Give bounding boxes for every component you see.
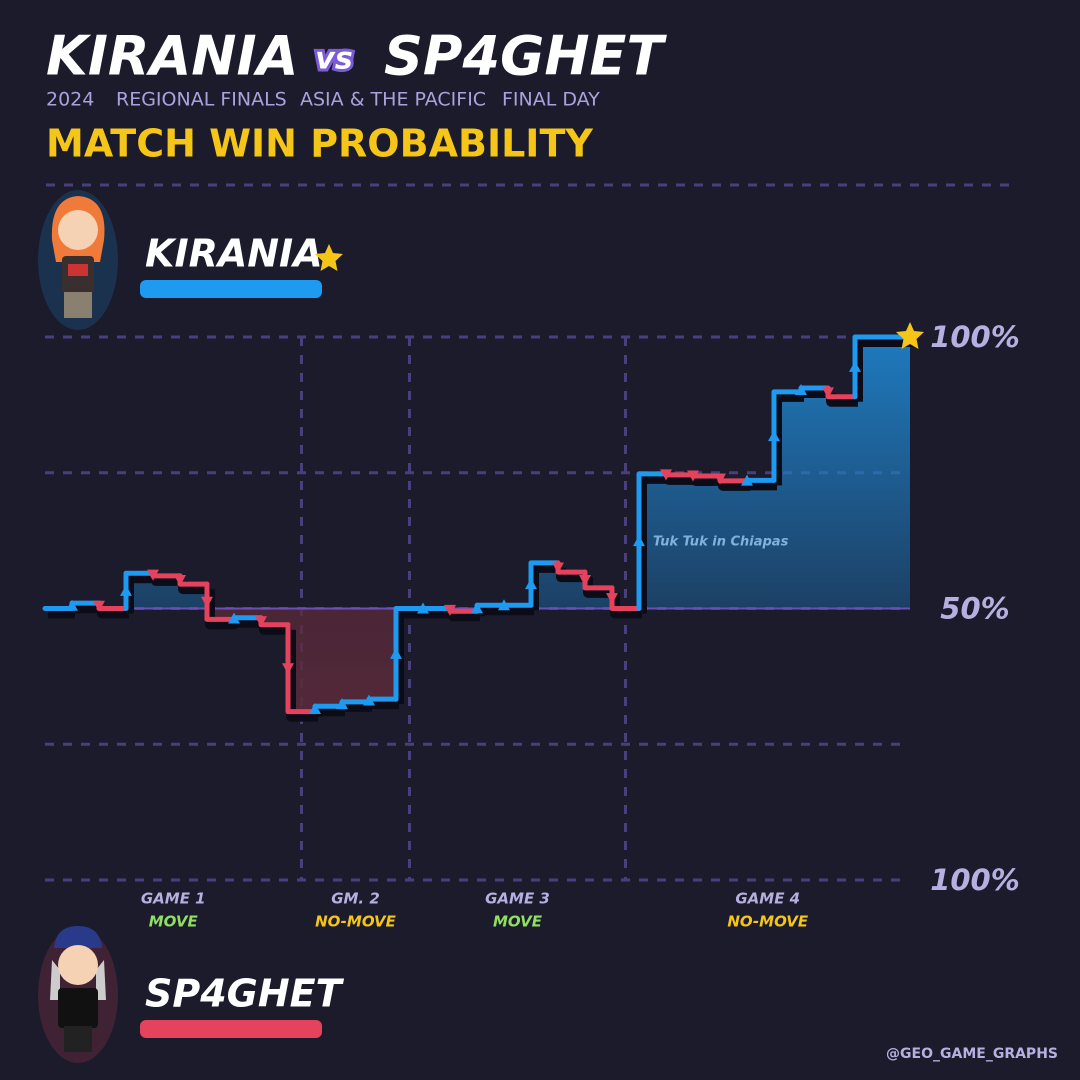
subtitle: 2024 <box>46 89 94 111</box>
step-marker <box>282 663 294 675</box>
line-segment <box>123 570 156 611</box>
step-marker <box>660 469 672 481</box>
team-b-title: SP4GHET <box>384 25 667 88</box>
step-marker <box>228 612 240 624</box>
line-shadow <box>124 573 156 614</box>
plot: 100% 50% 100% GAME 1 MOVE GM. 2 NO-MOVE GAME 3 M… <box>42 320 1020 931</box>
line-shadow <box>448 611 480 622</box>
step-marker <box>93 600 105 612</box>
step-marker <box>363 694 375 706</box>
step-marker <box>822 387 834 399</box>
step-marker <box>255 616 267 628</box>
step-marker <box>498 599 510 611</box>
step-marker <box>741 474 753 486</box>
game-label: GAME 3 <box>485 890 550 908</box>
step-marker <box>174 574 186 586</box>
vs: vs <box>315 42 352 77</box>
step-marker <box>471 602 483 614</box>
line-segment <box>393 606 426 702</box>
step-marker <box>795 383 807 395</box>
step-marker <box>768 430 780 442</box>
step-marker <box>309 702 321 714</box>
legend-swatch <box>140 1020 322 1038</box>
line-shadow <box>151 575 183 586</box>
step-marker <box>417 602 429 614</box>
line-shadow <box>637 473 669 614</box>
line-shadow <box>583 577 615 598</box>
step-marker <box>687 470 699 482</box>
subtitle: ASIA & THE PACIFIC <box>300 89 486 111</box>
line-shadow <box>286 629 318 722</box>
step-marker <box>714 473 726 485</box>
step-marker <box>579 574 591 586</box>
line-shadow <box>745 480 777 491</box>
step-marker <box>336 698 348 710</box>
winner-star <box>896 322 924 349</box>
y-tick-label: 50% <box>940 592 1009 626</box>
team-a-title: KIRANIA <box>46 25 298 88</box>
y-tick-label: 100% <box>930 320 1020 354</box>
credit: @GEO_GAME_GRAPHS <box>886 1046 1058 1062</box>
legend-label: KIRANIA <box>145 232 323 276</box>
step-marker <box>849 360 861 372</box>
step-marker <box>444 604 456 616</box>
step-marker <box>390 647 402 659</box>
game-mode: MOVE <box>149 913 199 931</box>
area-fill <box>45 337 910 609</box>
line-shadow <box>772 391 804 486</box>
step-marker <box>66 599 78 611</box>
line-shadow <box>664 474 696 485</box>
line-shadow <box>367 699 399 710</box>
line-segment <box>528 560 561 608</box>
line-segment <box>744 477 777 484</box>
winner-star <box>315 244 343 271</box>
line-shadow <box>610 592 642 619</box>
line-shadow <box>691 476 723 487</box>
legend-label: SP4GHET <box>145 972 345 1016</box>
game-mode: MOVE <box>493 913 543 931</box>
legend-swatch <box>140 280 322 298</box>
line-segment <box>366 696 399 705</box>
line-shadow <box>340 701 372 712</box>
game-label: GAME 4 <box>735 890 800 908</box>
line-segment <box>636 471 669 611</box>
game-mode: NO-MOVE <box>315 913 397 931</box>
line-shadow <box>313 706 345 717</box>
step-marker <box>201 596 213 608</box>
game-label: GAME 1 <box>141 890 206 908</box>
step-marker <box>120 584 132 596</box>
step-marker <box>633 535 645 547</box>
line-segment <box>204 581 237 622</box>
chart-title: MATCH WIN PROBABILITY <box>46 122 593 166</box>
line-shadow <box>853 337 913 402</box>
step-marker <box>606 593 618 605</box>
step-marker <box>525 578 537 590</box>
game-mode: NO-MOVE <box>727 913 809 931</box>
step-marker <box>552 562 564 574</box>
line-segment <box>771 389 804 483</box>
line-segment <box>285 622 318 715</box>
subtitle: FINAL DAY <box>502 89 600 111</box>
subtitle: REGIONAL FINALS <box>116 89 287 111</box>
game-label: GM. 2 <box>331 890 380 908</box>
line-segment <box>852 334 913 400</box>
line-shadow <box>529 562 561 611</box>
y-tick-label: 100% <box>930 863 1020 897</box>
step-marker <box>147 569 159 581</box>
avatar-kirania <box>38 190 118 330</box>
avatar-sp4ghet <box>38 926 118 1063</box>
